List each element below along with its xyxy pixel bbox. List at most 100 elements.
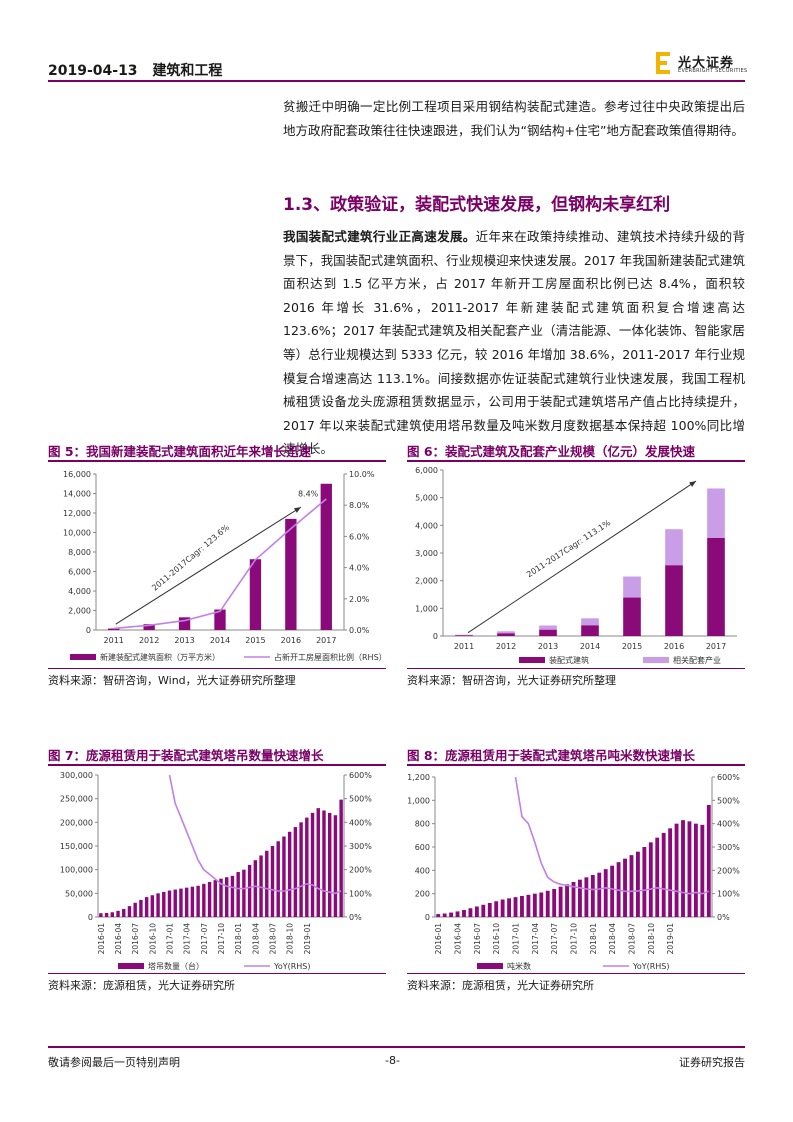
legend-label: YoY(RHS) [632, 962, 670, 971]
bar [127, 906, 132, 917]
logo-subtext: EVERBRIGHT SECURITIES [678, 68, 748, 74]
y-tick-label-right: 200% [349, 866, 372, 875]
bar [520, 896, 524, 917]
x-tick-label: 2015 [245, 636, 265, 645]
bar [474, 906, 479, 917]
bar [513, 897, 518, 917]
bar [565, 884, 569, 917]
bar [339, 799, 343, 917]
bar [706, 805, 711, 917]
bar-related [623, 576, 641, 598]
bar [610, 865, 615, 917]
cagr-annotation: 2011-2017Cagr: 123.6% [150, 523, 231, 593]
x-tick-label: 2017-01 [512, 923, 521, 955]
bar [545, 890, 550, 917]
bar [287, 831, 292, 917]
report-date: 2019-04-13 [48, 63, 138, 79]
bar [629, 855, 634, 917]
bar [571, 882, 576, 917]
bar [219, 878, 223, 917]
y-tick-label-right: 300% [717, 843, 740, 852]
legend-label: YoY(RHS) [273, 962, 311, 971]
bar [99, 913, 103, 917]
bar [207, 881, 212, 917]
bar [442, 913, 447, 917]
x-tick-label: 2016-10 [492, 923, 501, 955]
page-number: -8- [385, 1054, 400, 1067]
bar [552, 889, 557, 917]
bar [603, 869, 608, 917]
bar [270, 846, 275, 917]
x-tick-label: 2017-07 [200, 923, 209, 955]
y-tick-label: 1,200 [407, 773, 430, 782]
bar [674, 823, 679, 917]
y-tick-label: 600 [415, 843, 430, 852]
intro-paragraph: 贫搬迁中明确一定比例工程项目采用钢结构装配式建造。参考过往中央政策提出后地方政府… [283, 99, 745, 138]
y-tick-label: 0 [88, 913, 93, 922]
bar [462, 910, 466, 917]
bar [693, 823, 698, 917]
x-tick-label: 2017-07 [550, 923, 559, 955]
legend-swatch [477, 963, 503, 969]
x-tick-label: 2018-01 [234, 923, 243, 955]
x-tick-label: 2018-04 [251, 923, 260, 955]
fig6-bottom-rule [407, 668, 745, 669]
x-tick-label: 2019-01 [303, 923, 312, 955]
y-tick-label: 3,000 [415, 549, 438, 558]
bar [648, 842, 653, 917]
bar [110, 912, 115, 917]
y-tick-label-right: 8.0% [349, 501, 370, 510]
x-tick-label: 2018-07 [627, 923, 636, 955]
fig5-title: 图 5：我国新建装配式建筑面积近年来增长迅速 [48, 444, 312, 459]
bar [320, 483, 332, 630]
fig6-source: 资料来源：智研咨询，光大证券研究所整理 [407, 674, 616, 687]
y-tick-label: 200,000 [60, 818, 93, 827]
bar [116, 910, 120, 917]
y-tick-label: 1,000 [407, 796, 430, 805]
bar [635, 851, 640, 917]
x-tick-label: 2012 [139, 636, 159, 645]
bar [487, 903, 492, 917]
y-tick-label: 0 [86, 626, 91, 635]
fig6-chart: 0 1,000 2,000 3,000 4,000 5,000 6,000 2011 2012 2… [415, 466, 737, 665]
fig5-rule [48, 460, 386, 462]
legend-swatch [643, 657, 669, 663]
x-tick-label: 2017-10 [217, 923, 226, 955]
bar [133, 902, 137, 917]
bar [247, 864, 252, 917]
y-tick-label: 200 [415, 890, 430, 899]
x-tick-label: 2018-10 [286, 923, 295, 955]
y-tick-label: 150,000 [60, 842, 93, 851]
fig8-bottom-rule [407, 973, 745, 974]
y-tick-label: 6,000 [68, 568, 91, 577]
fig7-rule [48, 764, 386, 766]
y-tick-label: 12,000 [63, 509, 91, 518]
bar [436, 914, 441, 917]
bar [242, 869, 246, 917]
x-tick-label: 2018-01 [589, 923, 598, 955]
y-tick-label-right: 500% [717, 796, 740, 805]
x-tick-label: 2017 [316, 636, 336, 645]
y-tick-label: 10,000 [63, 529, 91, 538]
bar [122, 908, 126, 917]
body-paragraph: 我国装配式建筑行业正高速发展。近年来在政策持续推动、建筑技术持续升级的背景下，我… [283, 225, 745, 461]
x-tick-label: 2016-07 [131, 923, 140, 955]
x-tick-label: 2017-04 [531, 923, 540, 955]
fig7-bottom-rule [48, 973, 386, 974]
x-tick-label: 2011 [454, 642, 474, 651]
y-tick-label: 4,000 [415, 521, 438, 530]
value-annotation: 8.4% [298, 489, 319, 498]
bar [584, 877, 589, 917]
y-tick-label: 300,000 [60, 771, 93, 780]
bar [236, 872, 240, 917]
y-tick-label-right: 10.0% [349, 470, 375, 479]
logo-text: 光大证券 [678, 56, 735, 71]
x-tick-label: 2014 [580, 642, 600, 651]
x-tick-label: 2014 [210, 636, 230, 645]
x-tick-label: 2017-04 [183, 923, 192, 955]
y-tick-label-right: 400% [717, 820, 740, 829]
bar-main [455, 635, 473, 636]
fig5-bottom-rule [48, 668, 386, 669]
cagr-annotation: 2011-2017Cagr: 113.1% [525, 518, 612, 579]
bar [167, 890, 172, 917]
